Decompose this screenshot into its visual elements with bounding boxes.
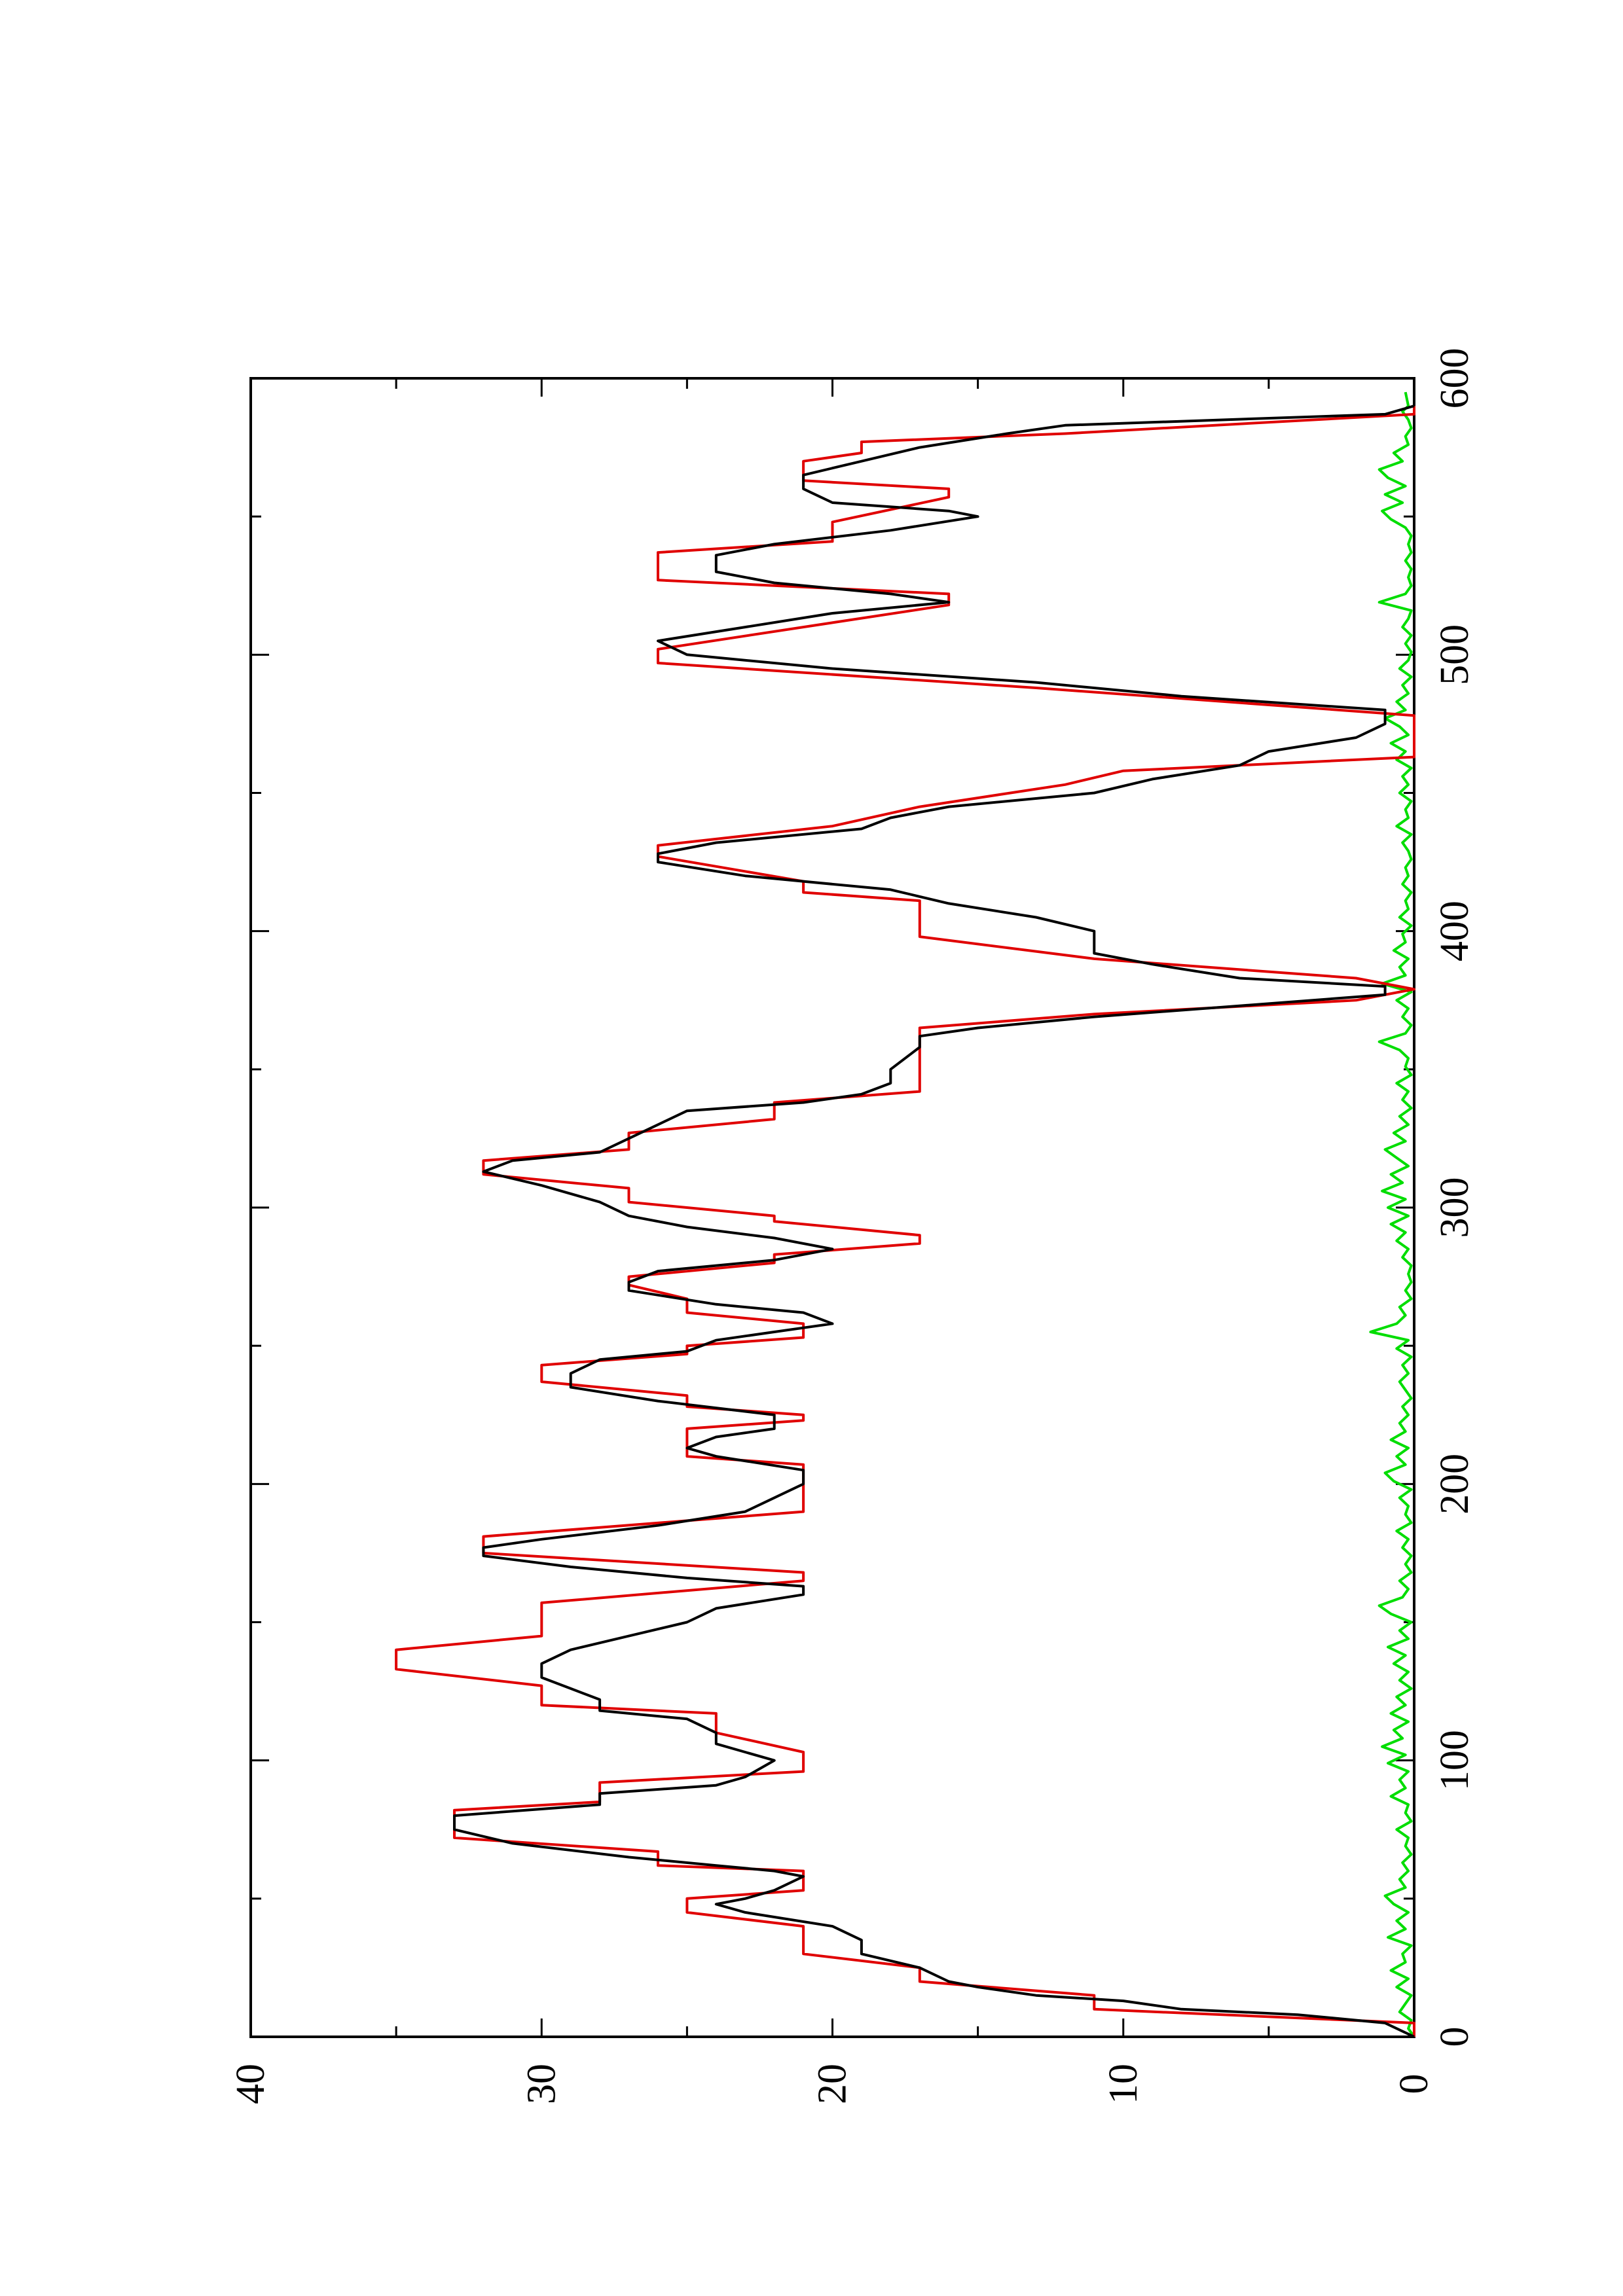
x-tick-label: 100	[1432, 1730, 1477, 1791]
x-tick-labels: 0 100 200 300 400 500 600	[1432, 348, 1477, 2047]
series-line-red	[395, 406, 1415, 2037]
axis-ticks	[249, 377, 1415, 2038]
x-tick-label: 300	[1432, 1177, 1477, 1238]
plot-frame	[249, 377, 1415, 2038]
y-tick-label: 10	[1101, 2064, 1146, 2104]
y-tick-label: 30	[519, 2064, 564, 2104]
x-tick-label: 0	[1432, 2027, 1477, 2047]
series-line-green	[1369, 391, 1415, 2038]
plot-border	[249, 377, 1415, 2038]
x-tick-label: 200	[1432, 1454, 1477, 1515]
y-tick-label: 20	[811, 2064, 855, 2104]
y-tick-label: 0	[1392, 2074, 1436, 2094]
x-tick-label: 600	[1432, 348, 1477, 409]
series-lines	[395, 391, 1415, 2038]
series-line-black	[453, 404, 1415, 2038]
y-tick-label: 40	[228, 2064, 273, 2104]
x-tick-label: 500	[1432, 624, 1477, 685]
x-tick-label: 400	[1432, 901, 1477, 961]
y-tick-labels: 0 10 20 30 40	[228, 2064, 1436, 2104]
